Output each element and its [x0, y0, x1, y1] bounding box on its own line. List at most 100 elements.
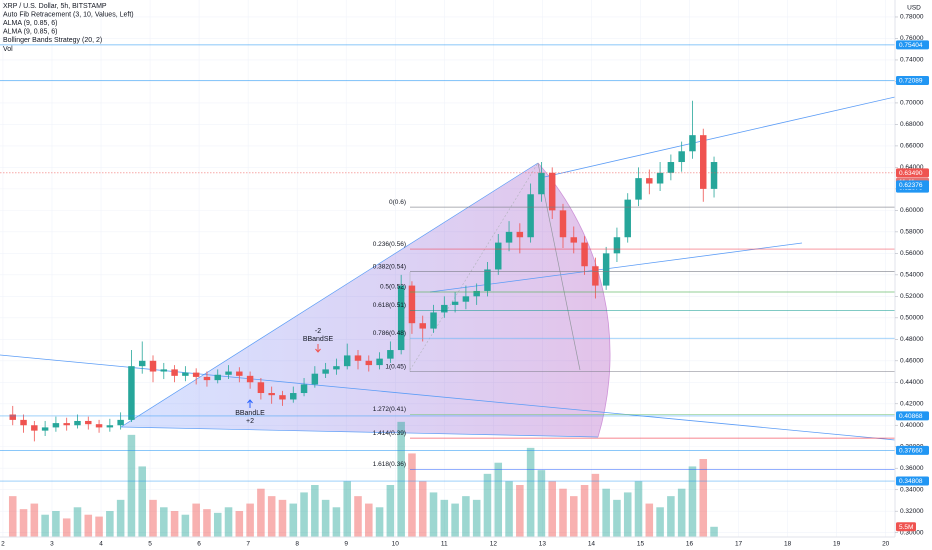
volume-bar: [332, 507, 341, 537]
volume-bar: [257, 488, 265, 537]
x-tick-label: 18: [784, 541, 792, 548]
volume-bar: [602, 488, 610, 537]
volume-bar: [300, 492, 308, 537]
candle-body: [397, 285, 405, 351]
fib-label: 0.5(0.52): [380, 284, 406, 291]
volume-bar: [418, 481, 427, 537]
volume-bar: [591, 473, 600, 537]
signal-count: +2: [246, 418, 254, 425]
labels: 0(0.6) 0.236(0.56) 0.382(0.54) 0.5(0.52) 0.6…: [0, 44, 895, 482]
y-tick-label: 0.78000: [900, 14, 924, 21]
y-tick-label: 0.56000: [900, 250, 924, 257]
candle-body: [182, 372, 189, 376]
volume-bar: [116, 499, 125, 537]
candle-body: [160, 369, 168, 372]
candle-body: [128, 366, 135, 420]
y-tick-label: 0.64000: [900, 164, 924, 171]
candle-body: [602, 253, 610, 286]
volume-bar: [656, 507, 664, 537]
y-tick-label: 0.46000: [900, 358, 924, 365]
volume-bar: [235, 511, 244, 537]
y-tick-label: 0.32000: [900, 508, 924, 515]
volume-bar: [213, 512, 222, 537]
candle-body: [559, 210, 567, 238]
volume-bar: [106, 511, 114, 537]
volume-bar: [224, 507, 233, 537]
volume-bar: [160, 507, 168, 537]
volume-bar: [494, 462, 503, 537]
volume-bar: [203, 509, 211, 537]
candle-body: [203, 376, 211, 381]
y-tick-label: 0.30000: [900, 529, 924, 536]
candle-body: [343, 355, 351, 367]
candle-body: [613, 237, 621, 254]
candle-body: [246, 375, 254, 383]
candle-body: [9, 414, 16, 420]
y-tick-label: 0.40000: [900, 422, 924, 429]
signal-name: BBandLE: [235, 410, 265, 417]
x-tick-label: 8: [295, 541, 299, 548]
candle-body: [279, 395, 286, 400]
volume-bar: [699, 459, 708, 537]
price-tag-label: 0.72089: [899, 78, 923, 85]
volume-bar: [95, 516, 103, 537]
volume-bar: [429, 492, 438, 537]
volume-bar: [451, 503, 459, 537]
candle-body: [311, 373, 319, 385]
y-tick-label: 0.58000: [900, 229, 924, 236]
price-tag: [896, 476, 929, 486]
volume-bar: [397, 421, 405, 537]
x-tick-label: 19: [833, 541, 841, 548]
volume-bar: [278, 499, 287, 537]
y-tick-label: 0.34000: [900, 486, 924, 493]
legend-entry: Auto Fib Retracement (3, 10, Values, Lef…: [3, 11, 134, 18]
candle-body: [171, 369, 178, 376]
volume-bar: [559, 488, 567, 537]
candle-body: [495, 242, 502, 270]
y-tick-label: 0.70000: [900, 100, 924, 107]
legend-entry: XRP / U.S. Dollar, 5h, BITSTAMP: [3, 3, 107, 10]
signal-arrow: [247, 399, 253, 408]
x-tick-label: 10: [392, 541, 400, 548]
fib-label: 0.382(0.54): [373, 263, 406, 270]
volume-bar: [440, 499, 449, 537]
y-tick-label: 0.42000: [900, 400, 924, 407]
fib-fan: [121, 163, 611, 437]
volume-bar: [537, 470, 546, 537]
volume-bar: [170, 511, 179, 537]
volume-bar: [483, 473, 492, 537]
candle-body: [548, 172, 556, 211]
y-tick-label: 0.48000: [900, 336, 924, 343]
candle-body: [52, 423, 60, 428]
candle-body: [236, 371, 243, 376]
candle-body: [667, 162, 675, 173]
x-tick-label: 11: [441, 541, 448, 548]
volume-bar: [41, 514, 49, 537]
candle-body: [257, 382, 265, 394]
y-tick-label: 0.36000: [900, 465, 924, 472]
trend-line: [539, 96, 896, 179]
candle-body: [527, 194, 534, 238]
volume-bar: [73, 507, 82, 537]
volume-bar: [8, 496, 17, 537]
candle-body: [538, 172, 545, 195]
volume-bar: [52, 511, 60, 537]
candle-body: [451, 301, 459, 305]
price-tag-label: 0.62376: [899, 182, 923, 189]
x-tick-label: 6: [197, 541, 201, 548]
volume-bar: [623, 492, 632, 537]
y-tick-label: 0.44000: [900, 379, 924, 386]
candle-body: [516, 231, 524, 238]
volume-bar: [645, 503, 654, 537]
volume: [8, 421, 718, 537]
fib-label: 0.618(0.51): [373, 302, 406, 309]
x-tick-label: 9: [344, 541, 348, 548]
volume-tag-label: 5.5M: [899, 524, 913, 531]
fan-ray: [537, 162, 581, 371]
x-tick-label: 20: [882, 541, 890, 548]
candle-body: [570, 237, 578, 243]
candle-body: [592, 266, 599, 286]
volume-tag: [896, 522, 916, 532]
x-tick-label: 13: [539, 541, 547, 548]
